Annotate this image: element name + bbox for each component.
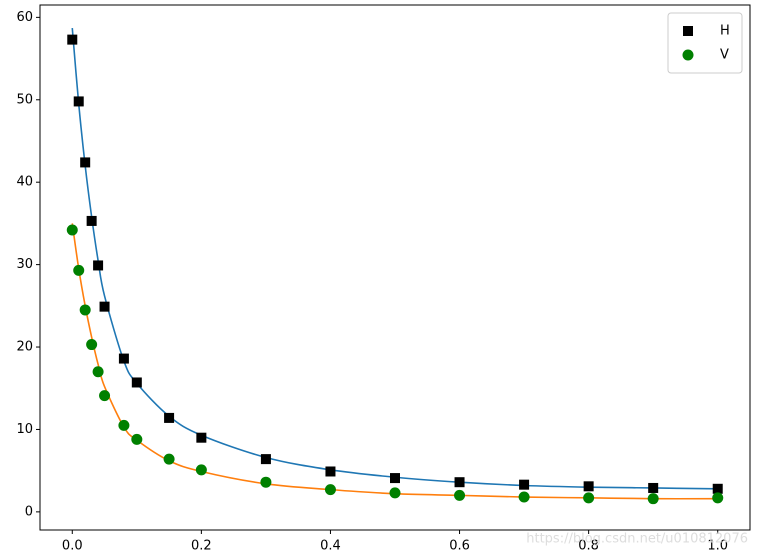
plot-area (39, 4, 751, 531)
point (196, 432, 207, 443)
y-tick-label: 60 (16, 10, 33, 25)
point (73, 96, 84, 107)
point (325, 466, 336, 477)
point (324, 484, 336, 496)
point (164, 412, 175, 423)
y-tick-label: 30 (16, 257, 33, 272)
legend-marker (682, 49, 694, 61)
legend-label: V (720, 48, 729, 63)
y-tick-label: 50 (16, 92, 33, 107)
point (389, 487, 401, 499)
watermark: https://blog.csdn.net/u010812076 (526, 532, 748, 547)
x-tick-label: 0.8 (578, 539, 599, 554)
point (454, 489, 466, 501)
y-tick-label: 40 (16, 175, 33, 190)
point (93, 260, 104, 271)
point (79, 304, 91, 316)
point (583, 481, 594, 492)
point (131, 377, 142, 388)
point (131, 433, 143, 445)
x-tick-label: 0.4 (320, 539, 341, 554)
point (648, 482, 659, 493)
point (99, 390, 111, 402)
point (66, 224, 78, 236)
y-tick-label: 20 (16, 340, 33, 355)
point (390, 473, 400, 484)
point (118, 353, 129, 364)
point (92, 366, 104, 378)
point (86, 215, 97, 226)
point (260, 454, 271, 465)
point (67, 34, 78, 45)
point (99, 301, 110, 312)
point (712, 483, 723, 494)
legend (667, 12, 743, 74)
y-tick-label: 0 (25, 504, 33, 519)
point (80, 157, 91, 168)
point (454, 477, 465, 488)
x-tick-label: 0.6 (449, 539, 470, 554)
point (518, 491, 530, 503)
legend-marker (683, 26, 693, 36)
point (118, 419, 130, 431)
point (86, 339, 98, 351)
y-tick-label: 10 (16, 422, 33, 437)
x-tick-label: 1.0 (707, 539, 728, 554)
point (163, 453, 175, 465)
x-tick-label: 0.2 (191, 539, 212, 554)
point (519, 479, 530, 490)
x-tick-label: 0.0 (62, 539, 83, 554)
legend-label: H (720, 24, 730, 39)
point (583, 492, 595, 504)
point (73, 264, 85, 276)
point (647, 493, 659, 505)
point (195, 464, 207, 476)
point (712, 492, 724, 504)
point (260, 476, 272, 488)
